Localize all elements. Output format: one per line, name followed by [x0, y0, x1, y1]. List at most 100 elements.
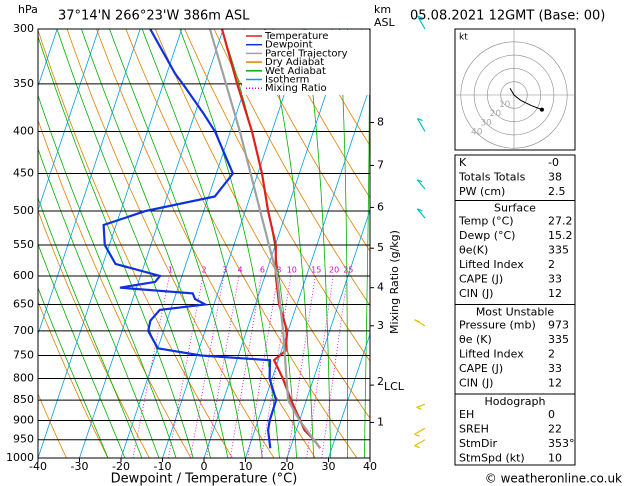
wet-adiabat — [38, 286, 109, 458]
section-title: Most Unstable — [476, 306, 555, 319]
y-tick-label: 950 — [13, 433, 34, 446]
row-name: Temp (°C) — [458, 215, 514, 228]
row-name: θe (K) — [459, 333, 492, 346]
hodo-ring-label: 20 — [490, 109, 502, 119]
y-tick-label: 500 — [13, 204, 34, 217]
indices-frame — [454, 154, 576, 466]
isotherm — [120, 29, 266, 458]
asl-unit: ASL — [374, 16, 396, 29]
row-name: StmDir — [459, 437, 498, 450]
row-value: 33 — [548, 273, 562, 286]
wind-barb-flag — [417, 208, 423, 212]
location: 37°14'N 266°23'W 386m ASL — [58, 9, 250, 24]
x-tick-label: -20 — [112, 460, 130, 473]
footer: © weatheronline.co.uk — [485, 472, 622, 486]
isotherm — [162, 29, 307, 458]
row-name: CIN (J) — [459, 287, 493, 300]
index-name: PW (cm) — [459, 185, 505, 198]
mixing-ratio-line — [132, 275, 170, 458]
y-tick-label: 400 — [13, 125, 34, 138]
x-tick-label: 40 — [363, 460, 377, 473]
row-value: 22 — [548, 423, 562, 436]
wet-adiabat — [109, 29, 246, 458]
dry-adiabat — [38, 29, 233, 458]
section-title: Surface — [494, 202, 536, 215]
km-tick-label: 5 — [377, 241, 384, 254]
wet-adiabat — [363, 29, 370, 458]
x-tick-label: 10 — [239, 460, 253, 473]
index-value: -0 — [548, 156, 559, 169]
y-tick-label: 800 — [13, 371, 34, 384]
y-tick-label: 900 — [13, 413, 34, 426]
hodograph-unit: kt — [459, 33, 468, 43]
row-name: Lifted Index — [459, 258, 524, 271]
row-name: Pressure (mb) — [459, 319, 536, 332]
dry-adiabat — [607, 4, 629, 475]
wind-barb-flag — [417, 15, 423, 19]
legend-label: Dry Adiabat — [265, 57, 324, 68]
dry-adiabat — [38, 392, 67, 458]
mixing-ratio-label: 2 — [202, 265, 207, 274]
dry-adiabat — [38, 209, 150, 458]
mixing-ratio-line — [247, 275, 279, 458]
section-title: Hodograph — [485, 395, 546, 408]
hodo-ring-label: 30 — [480, 118, 492, 128]
y-tick-label: 300 — [13, 22, 34, 35]
dry-adiabat — [66, 29, 275, 458]
hodo-ring — [500, 81, 528, 109]
dry-adiabat — [38, 118, 192, 458]
wind-barb — [414, 427, 426, 435]
wet-adiabat — [80, 29, 229, 458]
wind-barb-flag — [414, 433, 420, 437]
y-tick-label: 1000 — [6, 451, 34, 464]
mixing-ratio-label: 1 — [168, 265, 173, 274]
hodo-ring — [487, 68, 541, 122]
wet-adiabat — [141, 29, 263, 458]
row-name: θe(K) — [459, 244, 488, 257]
row-name: StmSpd (kt) — [459, 452, 525, 465]
isotherm — [328, 332, 370, 458]
legend-label: Dewpoint — [265, 40, 313, 51]
wind-barb — [416, 118, 426, 132]
dry-adiabat — [184, 29, 370, 362]
mixing-ratio-line — [321, 275, 348, 458]
km-tick-label: 8 — [377, 115, 384, 128]
km-tick-label: 4 — [377, 281, 384, 294]
wind-barb-flag — [417, 117, 423, 122]
x-tick-label: -10 — [154, 460, 172, 473]
km-tick-label: 6 — [377, 200, 384, 213]
wind-barb-flag — [414, 445, 420, 449]
wind-barb — [416, 179, 426, 190]
row-value: 12 — [548, 377, 562, 390]
mixing-ratio-line — [206, 275, 240, 458]
mixing-ratio-line — [261, 275, 292, 458]
dry-adiabat — [272, 29, 370, 199]
pressure-unit: hPa — [18, 3, 38, 16]
wet-adiabat — [338, 29, 349, 458]
row-name: CIN (J) — [459, 377, 493, 390]
legend-label: Temperature — [264, 31, 328, 42]
legend-label: Parcel Trajectory — [265, 48, 348, 59]
row-value: 33 — [548, 362, 562, 375]
hodo-storm — [539, 107, 544, 112]
wet-adiabat — [264, 29, 315, 458]
row-value: 973 — [548, 319, 569, 332]
mixing-ratio-line — [287, 275, 316, 458]
x-tick-label: -30 — [71, 460, 89, 473]
wet-adiabat — [38, 34, 194, 458]
lcl-label: LCL — [384, 380, 405, 393]
wind-barb — [416, 208, 426, 219]
isotherm — [38, 29, 141, 336]
legend-label: Mixing Ratio — [265, 83, 327, 94]
row-value: 12 — [548, 287, 562, 300]
y-tick-label: 450 — [13, 166, 34, 179]
x-tick-label: 0 — [201, 460, 208, 473]
y-tick-label: 600 — [13, 269, 34, 282]
index-name: Totals Totals — [458, 171, 526, 184]
dry-adiabat — [125, 29, 358, 458]
profile-line — [102, 29, 278, 449]
row-value: 335 — [548, 333, 569, 346]
hodo-ring-label: 10 — [499, 100, 511, 110]
mixing-ratio-line — [189, 275, 225, 458]
isotherm — [79, 29, 224, 458]
